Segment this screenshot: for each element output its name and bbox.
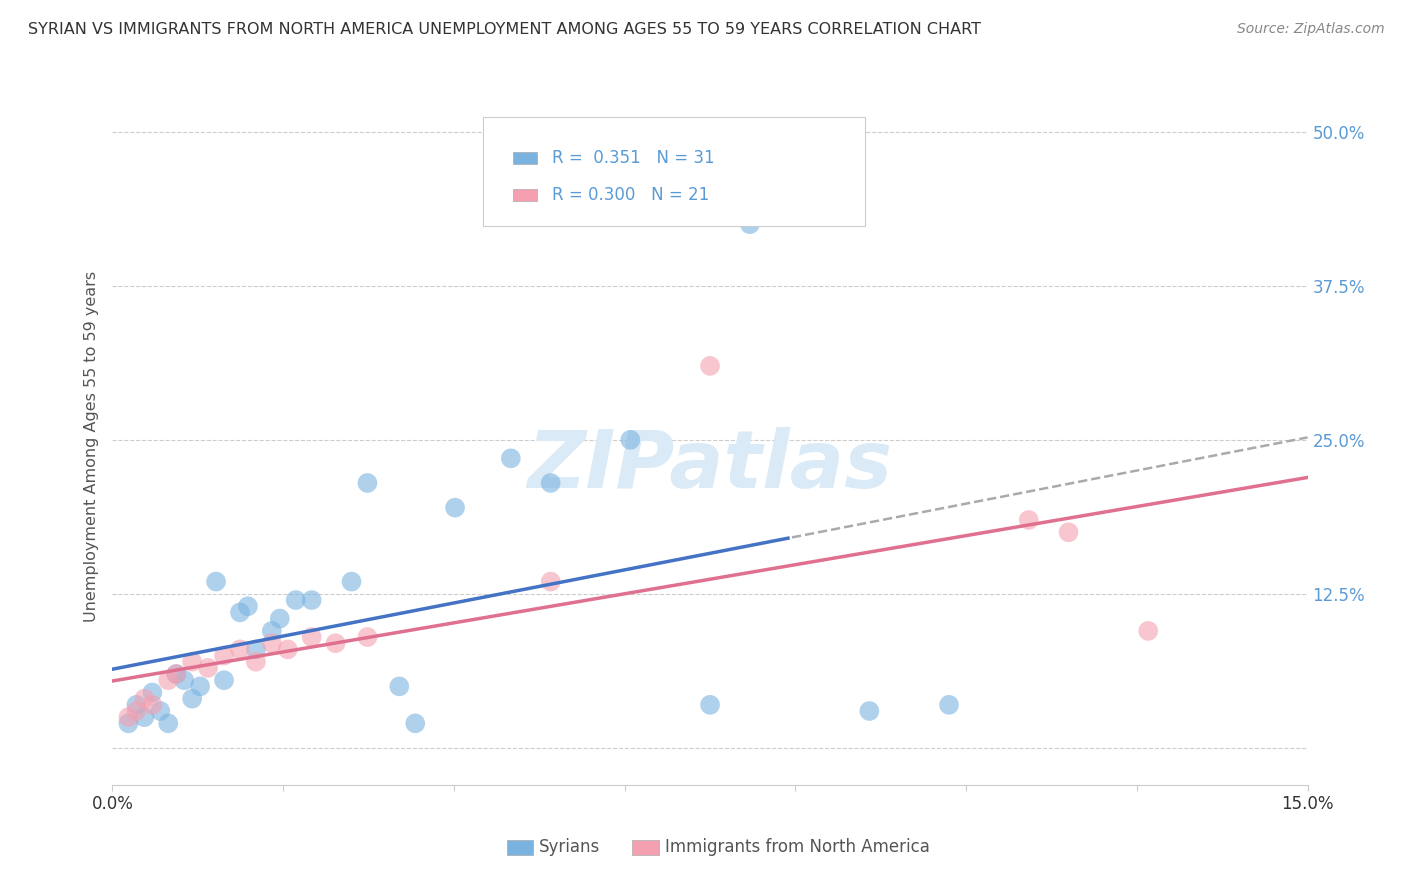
Point [165, 667, 187, 681]
Point [540, 574, 562, 589]
Text: SYRIAN VS IMMIGRANTS FROM NORTH AMERICA UNEMPLOYMENT AMONG AGES 55 TO 59 YEARS C: SYRIAN VS IMMIGRANTS FROM NORTH AMERICA … [28, 22, 981, 37]
Point [356, 475, 378, 490]
FancyBboxPatch shape [508, 840, 533, 855]
Text: ZIPatlas: ZIPatlas [527, 427, 893, 506]
FancyBboxPatch shape [633, 840, 658, 855]
Point [284, 593, 307, 607]
Point [301, 593, 323, 607]
FancyBboxPatch shape [513, 152, 537, 164]
Text: Syrians: Syrians [538, 838, 600, 856]
Text: R = 0.300   N = 21: R = 0.300 N = 21 [553, 186, 710, 204]
Point [157, 673, 180, 688]
Point [858, 704, 880, 718]
Point [117, 710, 139, 724]
Point [149, 704, 172, 718]
Point [269, 611, 291, 625]
Point [260, 636, 283, 650]
Point [141, 685, 163, 699]
Point [134, 691, 156, 706]
Point [1057, 525, 1080, 540]
Point [301, 630, 323, 644]
Text: Source: ZipAtlas.com: Source: ZipAtlas.com [1237, 22, 1385, 37]
Point [134, 710, 156, 724]
Point [188, 679, 211, 693]
Point [245, 655, 267, 669]
Point [141, 698, 163, 712]
Point [173, 673, 195, 688]
Point [1018, 513, 1040, 527]
Point [181, 691, 204, 706]
Point [229, 606, 252, 620]
FancyBboxPatch shape [484, 117, 865, 226]
Point [181, 655, 204, 669]
Point [540, 475, 562, 490]
Point [738, 217, 761, 231]
Point [125, 704, 148, 718]
Point [277, 642, 299, 657]
Point [229, 642, 252, 657]
Point [197, 661, 219, 675]
FancyBboxPatch shape [513, 189, 537, 201]
Point [212, 673, 235, 688]
Point [1137, 624, 1160, 638]
Point [236, 599, 259, 614]
Point [444, 500, 467, 515]
Point [205, 574, 228, 589]
Point [356, 630, 378, 644]
Point [245, 642, 267, 657]
Point [260, 624, 283, 638]
Point [938, 698, 960, 712]
Text: R =  0.351   N = 31: R = 0.351 N = 31 [553, 149, 714, 167]
Point [325, 636, 347, 650]
Point [499, 451, 522, 466]
Point [212, 648, 235, 663]
Y-axis label: Unemployment Among Ages 55 to 59 years: Unemployment Among Ages 55 to 59 years [84, 270, 100, 622]
Point [619, 433, 641, 447]
Point [388, 679, 411, 693]
Point [125, 698, 148, 712]
Point [157, 716, 180, 731]
Text: Immigrants from North America: Immigrants from North America [665, 838, 929, 856]
Point [699, 698, 721, 712]
Point [117, 716, 139, 731]
Point [404, 716, 426, 731]
Point [165, 667, 187, 681]
Point [340, 574, 363, 589]
Point [699, 359, 721, 373]
